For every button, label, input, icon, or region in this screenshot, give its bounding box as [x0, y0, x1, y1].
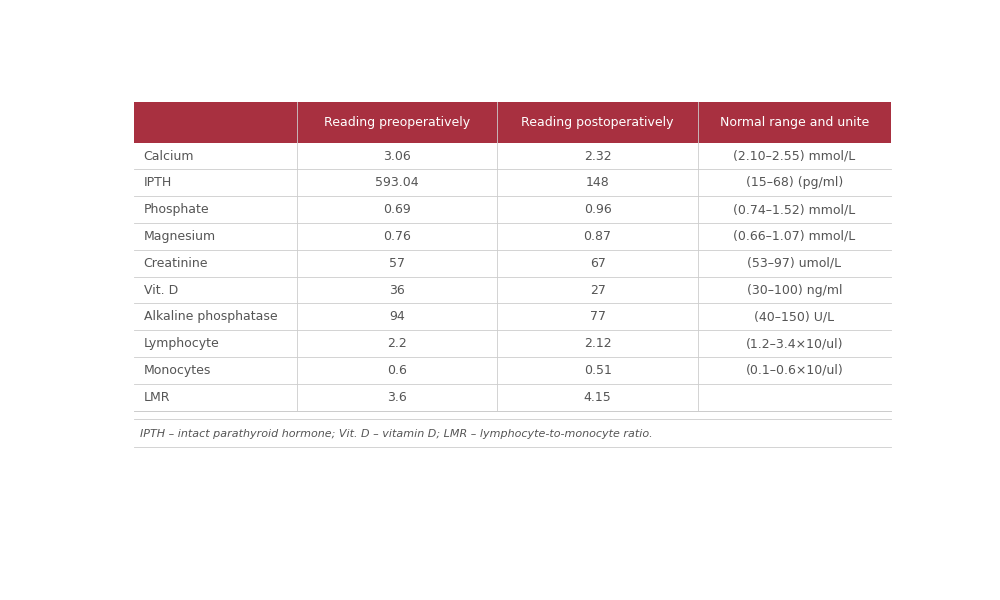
Text: (0.66–1.07) mmol/L: (0.66–1.07) mmol/L — [733, 230, 855, 243]
Text: 0.6: 0.6 — [387, 364, 407, 377]
Text: LMR: LMR — [144, 391, 170, 404]
Bar — [134, 357, 891, 384]
Text: 57: 57 — [389, 257, 405, 270]
Text: (0.74–1.52) mmol/L: (0.74–1.52) mmol/L — [733, 203, 855, 216]
Text: 67: 67 — [590, 257, 606, 270]
Text: (40–150) U/L: (40–150) U/L — [754, 310, 834, 323]
Text: 0.76: 0.76 — [383, 230, 411, 243]
Text: (53–97) umol/L: (53–97) umol/L — [747, 257, 841, 270]
Text: 3.06: 3.06 — [383, 149, 411, 163]
Text: Lymphocyte: Lymphocyte — [144, 337, 219, 350]
Text: IPTH: IPTH — [144, 176, 172, 190]
Bar — [134, 277, 891, 304]
Text: (2.10–2.55) mmol/L: (2.10–2.55) mmol/L — [733, 149, 855, 163]
Text: Magnesium: Magnesium — [144, 230, 216, 243]
Text: Creatinine: Creatinine — [144, 257, 208, 270]
Text: Vit. D: Vit. D — [144, 284, 178, 296]
Bar — [134, 304, 891, 330]
Bar — [134, 384, 891, 410]
Text: 0.69: 0.69 — [383, 203, 411, 216]
Text: 4.15: 4.15 — [584, 391, 611, 404]
Text: Monocytes: Monocytes — [144, 364, 211, 377]
Text: 148: 148 — [586, 176, 609, 190]
Text: 0.96: 0.96 — [584, 203, 611, 216]
Text: (0.1–0.6×10/ul): (0.1–0.6×10/ul) — [745, 364, 843, 377]
Bar — [134, 330, 891, 357]
Text: 2.2: 2.2 — [387, 337, 407, 350]
Text: 593.04: 593.04 — [375, 176, 419, 190]
Text: Normal range and unite: Normal range and unite — [720, 116, 869, 129]
Text: 36: 36 — [389, 284, 405, 296]
Bar — [134, 250, 891, 277]
Text: IPTH – intact parathyroid hormone; Vit. D – vitamin D; LMR – lymphocyte-to-monoc: IPTH – intact parathyroid hormone; Vit. … — [140, 429, 653, 439]
Text: 0.87: 0.87 — [584, 230, 612, 243]
Text: 2.12: 2.12 — [584, 337, 611, 350]
Bar — [134, 196, 891, 223]
Bar — [134, 223, 891, 250]
Text: Alkaline phosphatase: Alkaline phosphatase — [144, 310, 277, 323]
Text: 77: 77 — [590, 310, 606, 323]
Text: Reading postoperatively: Reading postoperatively — [521, 116, 674, 129]
Text: (15–68) (pg/ml): (15–68) (pg/ml) — [746, 176, 843, 190]
Text: 27: 27 — [590, 284, 606, 296]
Text: (30–100) ng/ml: (30–100) ng/ml — [747, 284, 842, 296]
Text: Calcium: Calcium — [144, 149, 194, 163]
Text: Phosphate: Phosphate — [144, 203, 209, 216]
Text: 94: 94 — [389, 310, 405, 323]
Text: 2.32: 2.32 — [584, 149, 611, 163]
Text: 0.51: 0.51 — [584, 364, 612, 377]
Text: 3.6: 3.6 — [387, 391, 407, 404]
Bar — [134, 169, 891, 196]
Text: Reading preoperatively: Reading preoperatively — [324, 116, 470, 129]
Text: (1.2–3.4×10/ul): (1.2–3.4×10/ul) — [746, 337, 843, 350]
Bar — [134, 143, 891, 169]
Bar — [134, 102, 891, 143]
